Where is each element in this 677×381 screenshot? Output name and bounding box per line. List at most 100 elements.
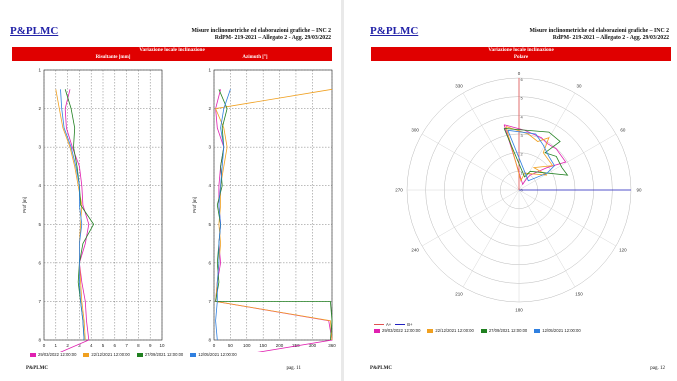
risultante-chart: 0 1 2 3 4 5 6 7 8 9 10 1 2 3 4 5 6 7 8 Prof [m] [22,68,165,352]
legend-label: 22/12/2021 12:00:00 [435,328,474,333]
legend-item: 22/12/2021 12:00:00 [427,328,474,333]
header-line-2: RdPM- 219-2021 – Allegato 2 - Agg. 29/03… [214,35,331,41]
axis-legend-a: A+ [374,322,391,327]
y-tick-label: 4 [38,183,41,188]
legend-item: 12/05/2021 12:00:00 [190,352,237,357]
section-title-bar: Variazione locale inclinazione [371,47,671,54]
page-number: pag. 12 [650,366,665,371]
legend-label: 27/09/2021 12:00:00 [488,328,528,333]
y-axis-label: Prof [m] [192,197,197,213]
x-tick-label: 1 [55,343,58,348]
angle-tick-label: 240 [411,248,419,253]
y-tick-label: 1 [38,68,41,73]
x-tick-label: 50 [228,343,234,348]
y-tick-label: 2 [38,106,41,111]
x-tick-label: 4 [90,343,93,348]
y-tick-label: 2 [208,106,211,111]
angle-tick-label: 90 [636,188,642,193]
header-line-1: Misure inclinometriche ed elaborazioni g… [191,28,331,34]
x-tick-label: 150 [259,343,267,348]
radial-tick-label: 3 [521,133,524,138]
legend-swatch [30,352,36,357]
series-line [59,89,90,352]
legend-item: 29/03/2022 12:00:00 [30,352,76,357]
x-tick-label: 0 [43,343,46,348]
polar-spoke [462,92,520,191]
y-tick-label: 5 [38,222,41,227]
angle-tick-label: 60 [620,128,626,133]
page-left: P&PLMC Misure inclinometriche ed elabora… [0,0,341,381]
x-tick-label: 6 [114,343,117,348]
legend-right: 29/03/2022 12:00:00 22/12/2021 12:00:00 27… [374,328,581,333]
x-tick-label: 200 [276,343,284,348]
y-tick-label: 4 [208,183,211,188]
legend-label: 27/09/2021 12:00:00 [144,352,184,357]
axis-legend-b: B+ [395,322,413,327]
x-tick-label: 250 [292,343,300,348]
axis-legend-a-label: A+ [386,322,392,327]
x-tick-label: 8 [137,343,140,348]
y-tick-label: 6 [208,260,211,265]
series-line [60,89,85,341]
angle-tick-label: 0 [518,71,521,76]
page-number: pag. 11 [286,366,301,371]
y-tick-label: 3 [208,145,211,150]
angle-tick-label: 330 [455,84,463,89]
y-tick-label: 7 [208,299,211,304]
x-tick-label: 10 [159,343,165,348]
polar-spoke [518,92,576,191]
x-tick-label: 7 [125,343,128,348]
x-tick-label: 100 [243,343,251,348]
y-axis-label: Prof [m] [22,197,27,213]
x-tick-label: 5 [102,343,105,348]
x-tick-label: 9 [149,343,152,348]
y-tick-label: 7 [38,299,41,304]
legend-swatch [480,328,487,333]
y-tick-label: 8 [208,338,211,343]
x-tick-label: 3 [78,343,81,348]
axis-legend-b-label: B+ [407,322,413,327]
legend-swatch [136,352,143,357]
angle-tick-label: 150 [575,291,583,296]
legend-item: 27/09/2021 12:00:00 [480,328,528,333]
angle-tick-label: 120 [619,248,627,253]
series-line [507,129,556,182]
y-tick-label: 3 [38,145,41,150]
subtitle-bar: Polare [371,54,671,61]
series-line [505,126,554,182]
radial-tick-label: 1 [521,170,524,175]
angle-tick-label: 300 [411,128,419,133]
legend-item: 27/09/2021 12:00:00 [136,352,184,357]
legend-swatch [427,328,434,333]
azimuth-chart: 0 50 100 150 200 250 300 360 1 2 3 4 5 6 7 8 Prof [m] [192,68,336,352]
legend-label: 29/03/2022 12:00:00 [38,352,77,357]
company-logo: P&PLMC [370,25,419,37]
plot-frame [213,69,333,341]
page-right: P&PLMC Misure inclinometriche ed elabora… [344,0,677,381]
axis-legend: A+ B+ [374,322,413,327]
legend-swatch [374,328,380,333]
y-tick-label: 1 [208,68,211,73]
legend-swatch [83,352,90,357]
header-line-1: Misure inclinometriche ed elaborazioni g… [529,28,669,34]
legend-item: 22/12/2021 12:00:00 [83,352,130,357]
angle-tick-label: 30 [576,84,582,89]
subtitle-bar [12,54,332,61]
series-line [215,89,231,341]
series-line [55,89,86,341]
legend-item: 29/03/2022 12:00:00 [374,328,420,333]
y-tick-label: 5 [208,222,211,227]
polar-spoke [518,133,617,191]
radial-tick-label: 5 [521,96,524,101]
y-tick-label: 6 [38,260,41,265]
angle-tick-label: 180 [515,308,523,313]
angle-tick-label: 270 [395,188,403,193]
footer-logo: P&PLMC [370,366,392,371]
x-tick-label: 2 [66,343,69,348]
angle-tick-label: 210 [455,291,463,296]
legend-label: 12/05/2021 12:00:00 [542,328,581,333]
header-line-2: RdPM- 219-2021 – Allegato 2 - Agg. 29/03… [552,35,669,41]
chart-right-title: Azimuth [°] [242,55,268,60]
radial-tick-label: 2 [521,152,524,157]
footer-logo: P&PLMC [26,366,48,371]
